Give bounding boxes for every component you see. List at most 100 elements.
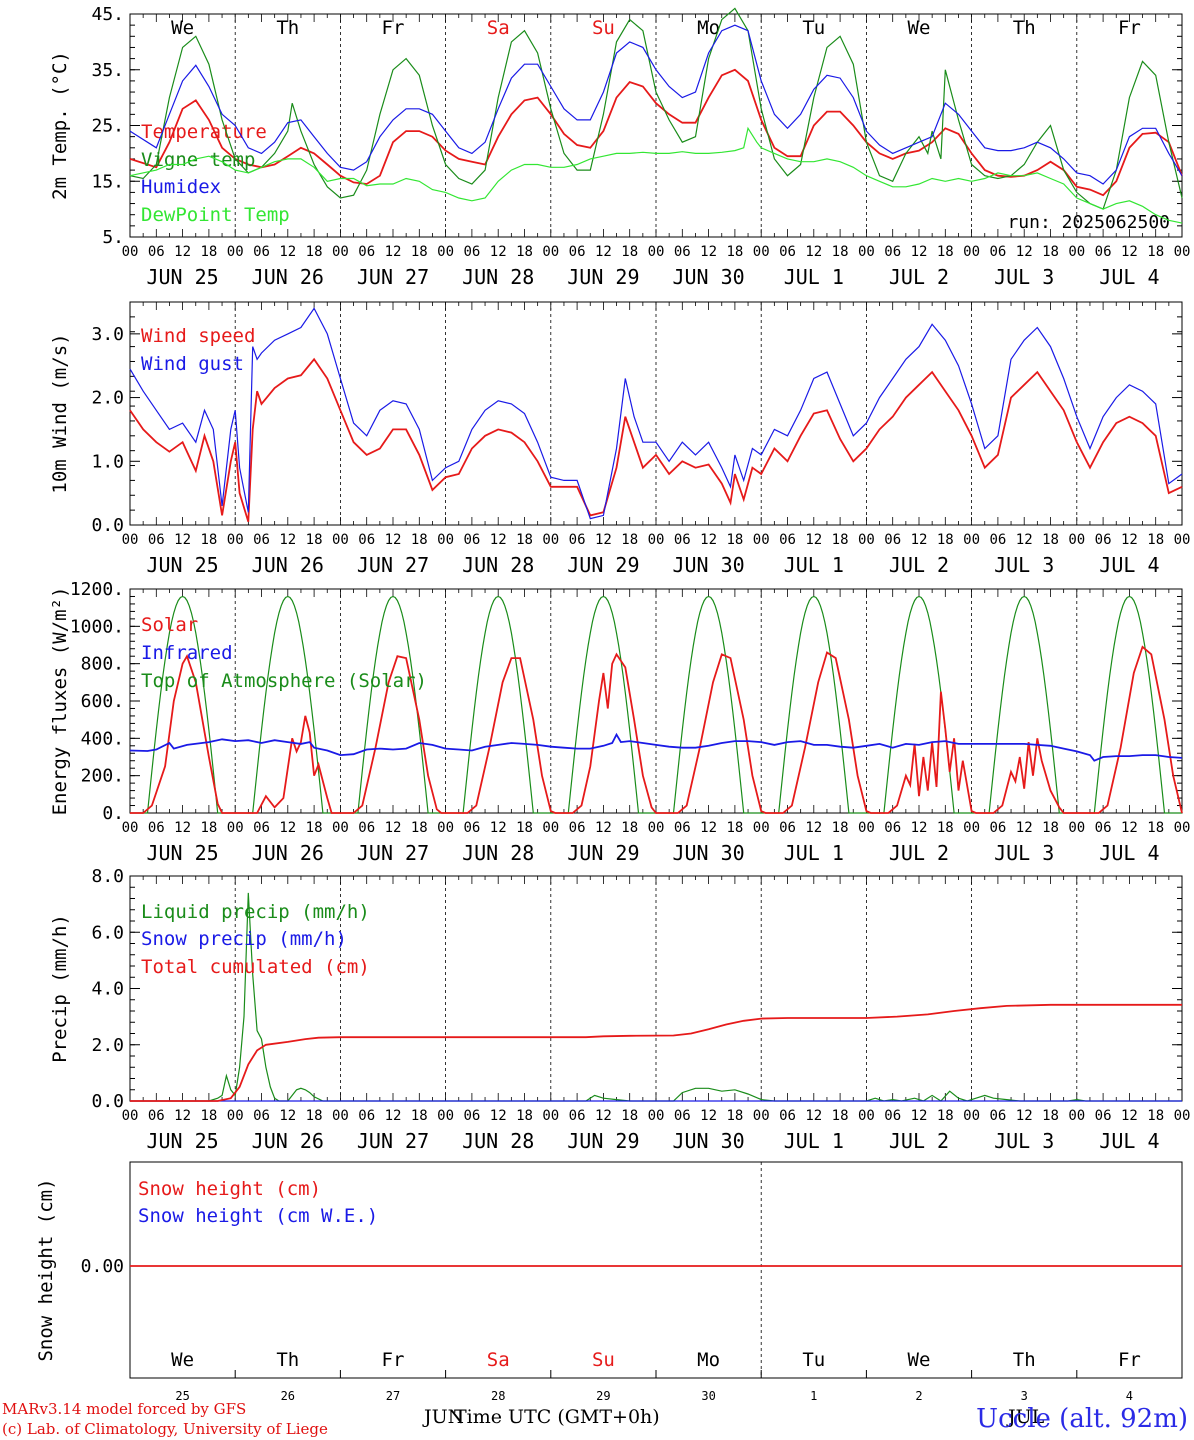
date-label: JUL 3	[994, 553, 1054, 577]
day-number-label: 26	[281, 1389, 295, 1403]
hour-tick-label: 00	[753, 244, 770, 260]
y-tick-label: 6.0	[91, 922, 124, 943]
day-name-label: Fr	[382, 1349, 405, 1371]
hour-tick-label: 18	[726, 244, 743, 260]
hour-tick-label: 12	[279, 244, 296, 260]
hour-tick-label: 06	[1095, 1108, 1112, 1124]
date-label: JUN 28	[462, 1129, 534, 1153]
y-axis-label: 2m Temp. (°C)	[49, 51, 71, 200]
y-tick-label: 200.	[81, 766, 124, 787]
y-tick-label: 35.	[91, 60, 124, 81]
day-number-label: 29	[596, 1389, 610, 1403]
hour-tick-label: 18	[937, 820, 954, 836]
y-tick-label: 1000.	[70, 616, 124, 637]
hour-tick-label: 18	[411, 1108, 428, 1124]
x-axis-title: Time UTC (GMT+0h)	[454, 1406, 660, 1428]
hour-tick-label: 00	[437, 532, 454, 548]
hour-tick-label: 06	[1095, 820, 1112, 836]
hour-tick-label: 00	[1174, 820, 1191, 836]
date-label: JUL 1	[784, 265, 844, 289]
hour-tick-label: 06	[463, 1108, 480, 1124]
hour-tick-label: 18	[516, 820, 533, 836]
hour-tick-label: 18	[937, 244, 954, 260]
date-label: JUN 26	[252, 841, 324, 865]
hour-tick-label: 18	[621, 532, 638, 548]
hour-tick-label: 18	[200, 532, 217, 548]
date-label: JUL 1	[784, 553, 844, 577]
hour-tick-label: 06	[253, 244, 270, 260]
hour-tick-label: 12	[595, 244, 612, 260]
day-name-label: Sa	[487, 17, 510, 39]
hour-tick-label: 12	[1121, 532, 1138, 548]
day-name-label: Th	[1013, 17, 1036, 39]
hour-tick-label: 00	[753, 532, 770, 548]
hour-tick-label: 00	[648, 244, 665, 260]
y-tick-label: 0.0	[91, 1091, 124, 1112]
hour-tick-label: 18	[516, 244, 533, 260]
hour-tick-label: 12	[385, 244, 402, 260]
hour-tick-label: 18	[1147, 532, 1164, 548]
legend-entry: Top of Atmosphere (Solar)	[141, 670, 427, 692]
series-line-0	[130, 645, 1183, 814]
hour-tick-label: 00	[437, 820, 454, 836]
hour-tick-label: 00	[122, 820, 139, 836]
hour-tick-label: 18	[937, 532, 954, 548]
hour-tick-label: 00	[332, 532, 349, 548]
hour-tick-label: 00	[227, 1108, 244, 1124]
hour-tick-label: 12	[1016, 1108, 1033, 1124]
legend-entry: Humidex	[141, 176, 221, 198]
lab-credit: (c) Lab. of Climatology, University of L…	[2, 1420, 328, 1438]
day-name-label: Fr	[1118, 1349, 1141, 1371]
day-name-label: Fr	[382, 17, 405, 39]
hour-tick-label: 18	[306, 820, 323, 836]
y-tick-label: 8.0	[91, 866, 124, 887]
day-name-label: We	[171, 17, 194, 39]
hour-tick-label: 06	[674, 1108, 691, 1124]
hour-tick-label: 12	[700, 532, 717, 548]
hour-tick-label: 00	[963, 532, 980, 548]
hour-tick-label: 12	[805, 244, 822, 260]
hour-tick-label: 18	[726, 820, 743, 836]
hour-tick-label: 00	[122, 532, 139, 548]
hour-tick-label: 00	[1174, 1108, 1191, 1124]
date-label: JUN 27	[357, 265, 429, 289]
station-label: Uccle (alt. 92m)	[976, 1404, 1188, 1434]
hour-tick-label: 18	[516, 1108, 533, 1124]
y-tick-label: 600.	[81, 691, 124, 712]
day-name-label: We	[171, 1349, 194, 1371]
legend-entry: Snow precip (mm/h)	[141, 928, 347, 950]
hour-tick-label: 06	[253, 532, 270, 548]
hour-tick-label: 00	[122, 1108, 139, 1124]
date-label: JUN 30	[672, 553, 744, 577]
hour-tick-label: 12	[174, 244, 191, 260]
hour-tick-label: 06	[1095, 244, 1112, 260]
hour-tick-label: 18	[411, 532, 428, 548]
y-tick-label: 2.0	[91, 388, 124, 409]
hour-tick-label: 12	[174, 532, 191, 548]
day-name-label: Th	[1013, 1349, 1036, 1371]
hour-tick-label: 18	[832, 244, 849, 260]
y-axis-label: 10m Wind (m/s)	[49, 333, 71, 493]
hour-tick-label: 18	[1042, 532, 1059, 548]
hour-tick-label: 06	[884, 1108, 901, 1124]
hour-tick-label: 12	[174, 820, 191, 836]
date-label: JUL 3	[994, 841, 1054, 865]
hour-tick-label: 00	[753, 820, 770, 836]
month-label-jul: JUL	[1008, 1406, 1045, 1428]
date-label: JUL 2	[889, 1129, 949, 1153]
hour-tick-label: 12	[490, 532, 507, 548]
hour-tick-label: 06	[989, 244, 1006, 260]
hour-tick-label: 00	[753, 1108, 770, 1124]
hour-tick-label: 06	[674, 820, 691, 836]
month-label-jun: JUN	[424, 1406, 465, 1428]
hour-tick-label: 12	[911, 532, 928, 548]
hour-tick-label: 00	[1068, 532, 1085, 548]
hour-tick-label: 18	[832, 1108, 849, 1124]
date-label: JUL 2	[889, 841, 949, 865]
hour-tick-label: 18	[1147, 820, 1164, 836]
hour-tick-label: 06	[779, 820, 796, 836]
legend-entry: Solar	[141, 614, 198, 636]
hour-tick-label: 00	[122, 244, 139, 260]
legend-entry: Wind gust	[141, 353, 244, 375]
